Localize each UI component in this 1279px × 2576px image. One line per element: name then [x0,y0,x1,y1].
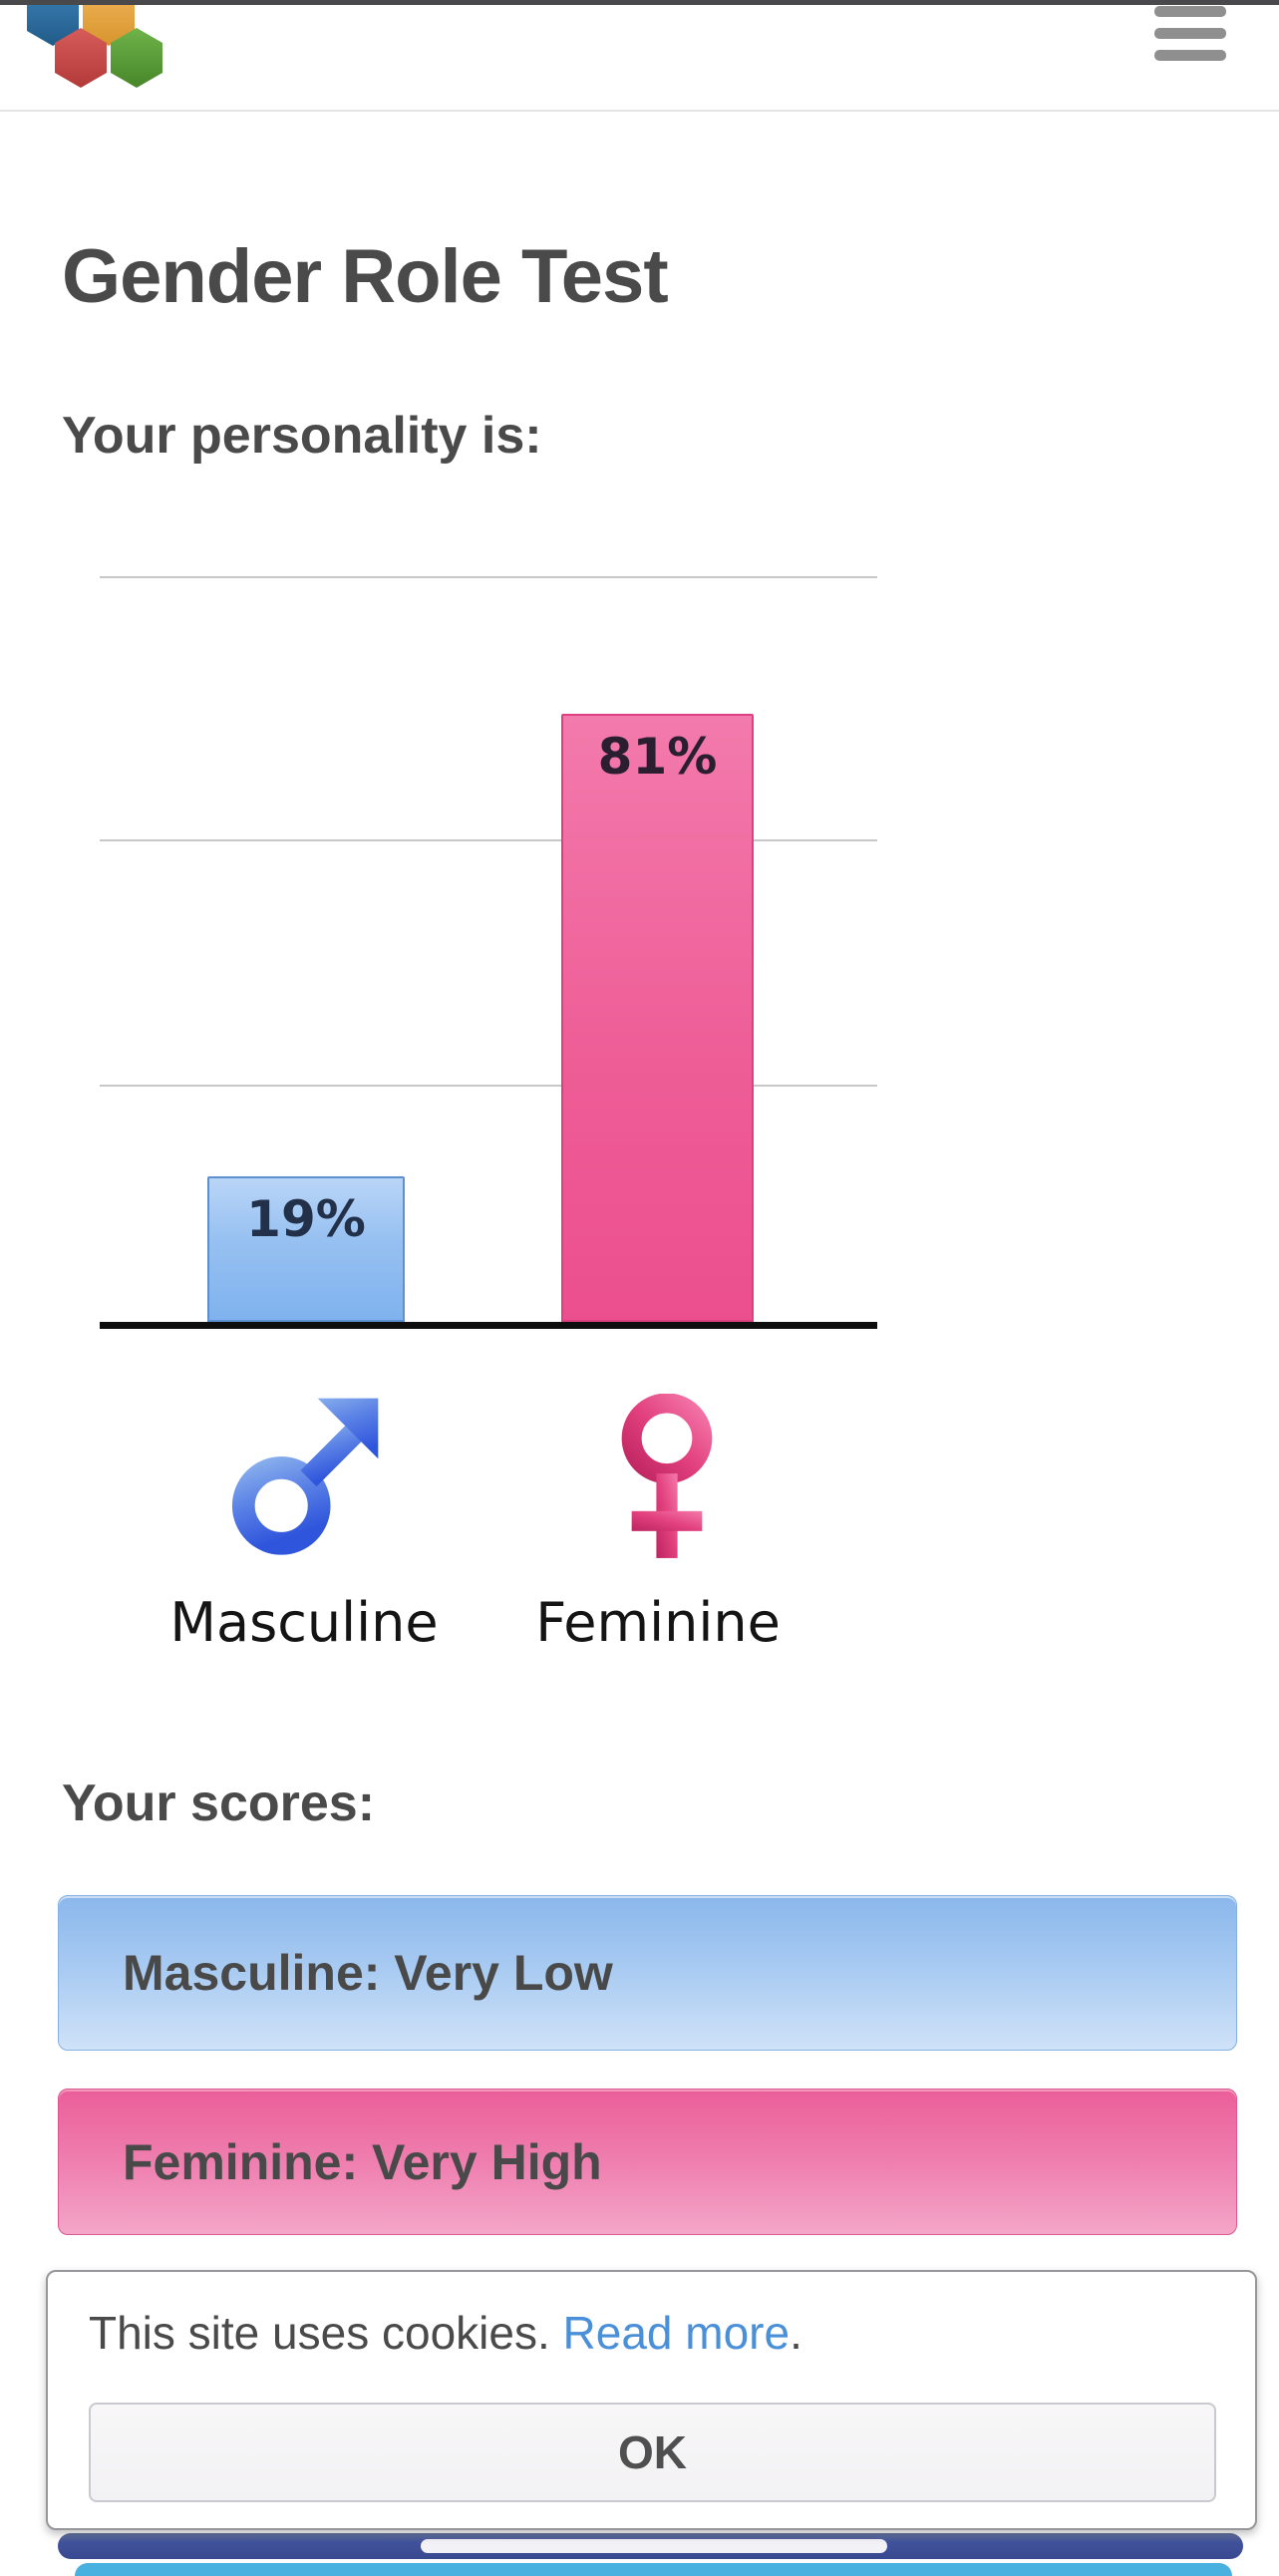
masculine-value-label: 19% [246,1189,366,1248]
feminine-bar: 81% [561,714,754,1322]
cookie-message-text: This site uses cookies. [89,2307,563,2359]
bottom-partial-button-dark[interactable] [58,2533,1243,2559]
feminine-value-label: 81% [597,728,718,787]
masculine-bar: 19% [207,1175,405,1322]
hexagon-logo-icon[interactable] [26,0,175,96]
cookie-message-suffix: . [790,2307,802,2359]
ok-button[interactable]: OK [89,2403,1216,2502]
hexagon-green [111,28,162,88]
gridline [100,839,877,841]
result-chart: 19% 81% [100,576,877,1329]
masculine-category-label: Masculine [169,1591,439,1654]
scores-heading: Your scores: [62,1774,376,1832]
read-more-link[interactable]: Read more [562,2307,791,2359]
home-indicator-pill [421,2539,887,2553]
feminine-category-label: Feminine [535,1591,781,1654]
cookie-message: This site uses cookies. Read more. [89,2306,802,2360]
hamburger-menu-icon[interactable] [1152,6,1228,64]
page-title: Gender Role Test [62,234,669,319]
cookie-dialog: This site uses cookies. Read more. OK [46,2270,1257,2530]
ok-button-label: OK [618,2426,687,2478]
personality-heading: Your personality is: [62,407,542,465]
top-bar [0,0,1279,5]
hexagon-red [55,28,107,88]
male-icon [231,1398,379,1555]
female-icon [621,1394,713,1558]
feminine-score-label: Feminine: Very High [123,2133,602,2190]
site-header [0,0,1279,112]
feminine-score-card: Feminine: Very High [58,2089,1237,2235]
masculine-score-label: Masculine: Very Low [123,1945,613,2001]
hexagon-orange [83,0,135,46]
masculine-score-card: Masculine: Very Low [58,1895,1237,2051]
hexagon-blue [27,0,79,46]
gridline [100,576,877,578]
gridline [100,1085,877,1087]
bottom-partial-button-light[interactable] [75,2563,1232,2576]
